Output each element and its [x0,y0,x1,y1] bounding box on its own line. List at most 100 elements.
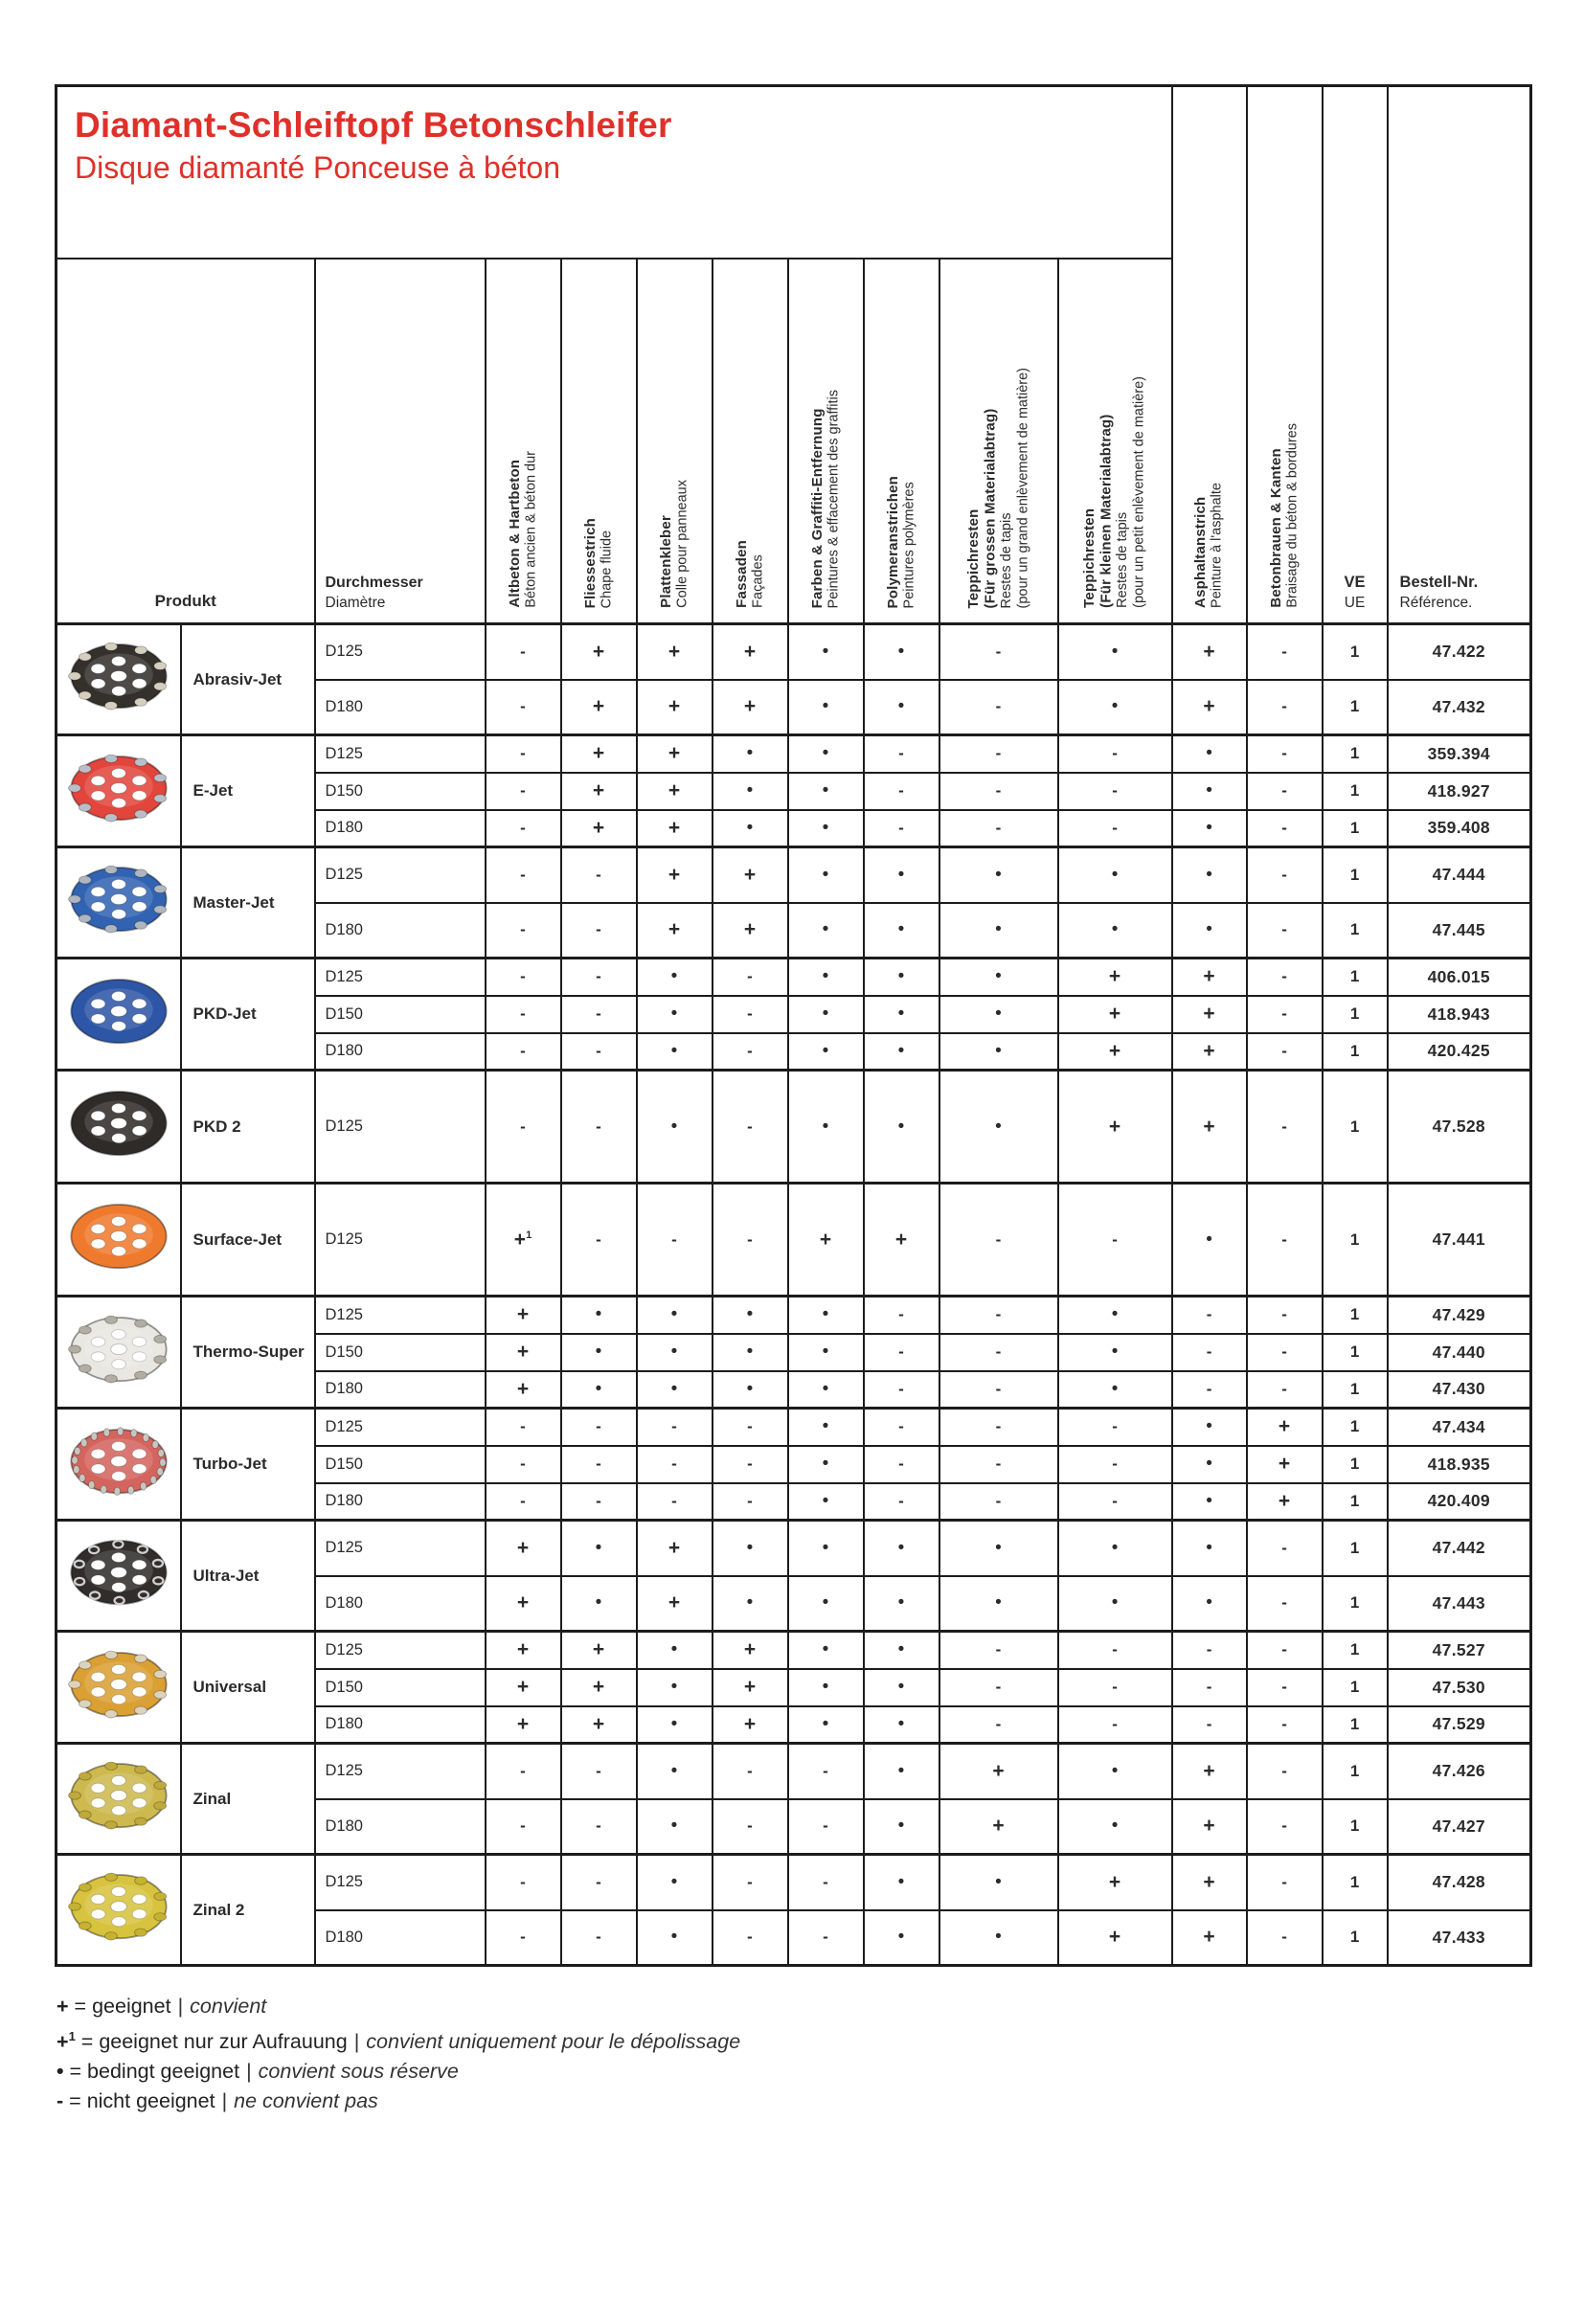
suitability-cell-altbeton: - [484,1798,562,1856]
label-fr-line: Restes de tapis [998,512,1014,608]
suitability-symbol: • [670,1677,678,1697]
suitability-symbol: - [747,1230,753,1249]
suitability-cell-teppich-klein: • [1056,1575,1173,1633]
product-name-cell: Ultra-Jet [179,1519,316,1633]
suitability-symbol: • [670,1116,678,1137]
suitability-cell-betonbrauen: - [1245,1705,1324,1745]
diameter-cell: D125 [313,622,487,681]
suitability-cell-teppich-gross: • [938,995,1059,1034]
suitability-symbol: • [822,1713,829,1734]
suitability-cell-teppich-klein: + [1056,995,1173,1034]
suitability-cell-teppich-klein: - [1056,1705,1173,1745]
page-subtitle: Disque diamanté Ponceuse à béton [75,150,561,185]
suitability-cell-fliessestrich: - [559,846,638,904]
suitability-cell-betonbrauen: - [1245,1333,1324,1372]
column-header-teppich-klein: Teppichresten (Für kleinen Materialabtrag… [1056,257,1173,625]
suitability-cell-altbeton: - [484,1853,562,1911]
suitability-cell-teppich-klein: - [1056,809,1173,848]
suitability-cell-fassaden: • [711,809,789,848]
rotated-label: Asphaltanstrich Peinture à l'asphalte [1192,483,1226,608]
suitability-symbol: - [1281,1928,1287,1947]
product-image-cell [55,1630,182,1745]
suitability-cell-teppich-gross: • [938,902,1059,959]
label-fr-line: Peinture à l'asphalte [1209,483,1225,608]
product-name-cell: Turbo-Jet [179,1407,316,1522]
label-fr-line: Peintures polymères [901,481,916,608]
suitability-symbol: • [1206,780,1212,801]
suitability-cell-plattenkleber: • [635,1798,713,1856]
suitability-symbol: + [1203,965,1215,988]
suitability-cell-polymer: • [862,1705,940,1745]
suitability-symbol: • [1206,1454,1212,1474]
suitability-symbol: + [1203,1815,1215,1838]
suitability-symbol: • [897,1816,905,1837]
suitability-symbol: - [1112,1714,1118,1733]
suitability-cell-plattenkleber: • [635,1630,713,1670]
suitability-cell-polymer: • [862,1630,940,1670]
suitability-symbol: - [1281,1816,1287,1836]
suitability-cell-farben-graffiti: • [786,1032,865,1072]
suitability-cell-asphalt: - [1170,1630,1248,1670]
suitability-cell-betonbrauen: - [1245,1069,1324,1185]
suitability-cell-polymer: • [862,1853,940,1911]
suitability-cell-fliessestrich: + [559,679,638,736]
suitability-cell-polymer: - [862,1333,940,1372]
suitability-symbol: • [822,919,829,940]
suitability-cell-teppich-klein: - [1056,1482,1173,1522]
suitability-symbol: + [743,863,757,886]
label-de: Betonbrauen & Kanten [1268,423,1285,608]
product-image-cell [55,733,182,848]
suitability-cell-altbeton: - [484,1482,562,1522]
suitability-symbol: - [520,1928,526,1947]
suitability-cell-teppich-gross: - [938,809,1059,848]
suitability-symbol: • [897,919,905,940]
product-row: Zinal D125 - - • - - • + • + - 1 47.426 [55,1742,1532,1856]
suitability-symbol: • [670,966,678,987]
suitability-cell-fassaden: - [711,1853,789,1911]
suitability-symbol: • [897,1760,905,1781]
suitability-cell-teppich-klein: • [1056,1370,1173,1410]
suitability-symbol: + [1203,1003,1215,1025]
suitability-cell-betonbrauen: + [1245,1407,1324,1447]
legend-text-fr: convient uniquement pour le dépolissage [366,2030,741,2054]
label-de-line: (Für kleinen Materialabtrag) [1097,414,1115,608]
suitability-cell-betonbrauen: - [1245,846,1324,904]
label-fr: Restes de tapis (pour un grand enlèvement… [999,368,1032,608]
order-number-cell: 47.440 [1386,1333,1532,1372]
legend-item: + = geeignet | convient [57,1992,1584,2021]
rotated-label: Fliessestrich Chape fluide [582,518,616,608]
legend-item: • = bedingt geeignet | convient sous réser… [57,2057,1584,2087]
suitability-symbol: - [995,1230,1002,1249]
diameter-cell: D180 [313,902,487,959]
suitability-cell-plattenkleber: + [635,809,713,848]
suitability-symbol: + [743,640,757,663]
suitability-symbol: + [1203,640,1215,663]
suitability-cell-fassaden: • [711,1519,789,1577]
suitability-symbol: + [1108,1039,1121,1062]
label-de-line: Fliessestrich [581,517,599,608]
ve-cell: 1 [1321,1295,1389,1335]
suitability-cell-asphalt: + [1170,1032,1248,1072]
suitability-cell-teppich-gross: - [938,1295,1059,1335]
suitability-cell-fassaden: - [711,1742,789,1800]
legend-symbol: - [57,2089,64,2113]
suitability-symbol: • [995,1004,1002,1024]
suitability-cell-betonbrauen: - [1245,1853,1324,1911]
suitability-symbol: - [1281,865,1287,884]
suitability-cell-fliessestrich: - [559,1069,638,1185]
diameter-cell: D125 [313,1069,487,1185]
suitability-cell-fliessestrich: • [559,1333,638,1372]
column-header-plattenkleber: Plattenkleber Colle pour panneaux [635,257,713,625]
legend-equals: = [68,1995,93,2018]
suitability-cell-farben-graffiti: • [786,772,865,811]
rotated-label: Altbeton & Hartbeton Béton ancien & béton… [507,451,540,608]
suitability-symbol: • [995,1116,1002,1137]
product-image-e-jet [64,754,173,836]
suitability-symbol: - [1281,1761,1287,1780]
suitability-cell-altbeton: - [484,1742,562,1800]
label-fr: Peintures & effacement des graffitis [826,390,843,608]
suitability-cell-betonbrauen: - [1245,1370,1324,1410]
suitability-symbol: + [592,816,605,839]
ve-label-de: VE [1344,574,1366,591]
suitability-cell-asphalt: • [1170,1519,1248,1577]
